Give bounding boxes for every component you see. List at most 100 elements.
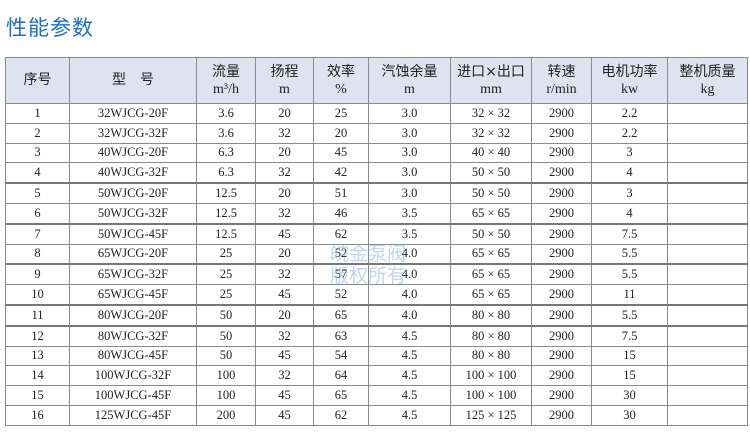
table-cell: 2900 (531, 103, 592, 124)
table-cell: 10 (5, 284, 70, 306)
table-cell: 45 (255, 385, 314, 406)
table-cell: 32WJCG-20F (69, 103, 197, 124)
column-header: 汽蚀余量 m (368, 57, 451, 104)
table-cell: 2900 (531, 385, 592, 406)
table-cell: 32 (255, 365, 314, 387)
table-cell: 3.0 (368, 103, 451, 124)
table-cell: 52 (313, 243, 369, 265)
table-cell (667, 345, 748, 367)
table-cell (667, 303, 748, 327)
column-header-label: 扬程 (270, 63, 299, 80)
table-cell: 65WJCG-32F (69, 263, 197, 286)
table-row: 16 125WJCG-45F 200 45 62 4.5 125 × 125 2900 30 (5, 404, 748, 426)
table-cell: 2900 (531, 122, 592, 144)
table-cell: 3.0 (368, 182, 451, 204)
table-cell (667, 182, 748, 204)
table-cell: 6.3 (196, 162, 256, 184)
table-cell (667, 162, 748, 184)
table-cell: 80WJCG-45F (69, 345, 197, 367)
table-cell: 6.3 (196, 142, 256, 164)
table-cell: 4 (591, 202, 668, 225)
table-cell: 80WJCG-20F (69, 303, 197, 327)
table-header-row: 序号型 号流量 m³/h 扬程 m 效率% 汽蚀余量 m 进口×出口 mm 转速 r/min 电机功率… (5, 57, 748, 104)
table-cell: 30 (591, 385, 668, 406)
table-cell (667, 202, 748, 225)
column-header-unit: m (279, 81, 290, 97)
table-cell: 63 (313, 324, 369, 347)
table-row: 7 50WJCG-45F 12.5 45 62 3.5 50 × 50 2900 7.5 (5, 222, 748, 245)
table-cell: 7.5 (591, 324, 668, 347)
column-header: 扬程 m (255, 57, 314, 104)
table-cell: 25 (196, 284, 256, 306)
table-cell: 25 (313, 103, 369, 124)
table-row: 10 65WJCG-45F 25 45 52 4.0 65 × 65 2900 11 (5, 284, 748, 306)
table-cell: 65WJCG-20F (69, 243, 197, 265)
table-cell: 65WJCG-45F (69, 284, 197, 306)
table-cell: 45 (255, 222, 314, 245)
table-cell: 50 (196, 303, 256, 327)
table-cell: 4.0 (368, 303, 451, 327)
table-cell: 32WJCG-32F (69, 122, 197, 144)
table-cell: 7 (5, 222, 70, 245)
column-header-label: 汽蚀余量 (381, 63, 438, 80)
table-cell: 4.0 (368, 284, 451, 306)
table-cell: 20 (255, 243, 314, 265)
column-header: 进口×出口 mm (450, 57, 532, 104)
table-cell: 50 × 50 (450, 162, 532, 184)
table-cell: 50WJCG-45F (69, 222, 197, 245)
table-cell (667, 243, 748, 265)
table-cell: 2900 (531, 324, 592, 347)
column-header-label: 进口×出口 (457, 63, 525, 80)
table-cell: 32 (255, 263, 314, 286)
table-cell: 50WJCG-20F (69, 182, 197, 204)
column-header: 序号 (5, 57, 70, 104)
table-cell: 9 (5, 263, 70, 286)
table-cell: 65 × 65 (450, 202, 532, 225)
table-cell: 42 (313, 162, 369, 184)
table-cell: 4.5 (368, 345, 451, 367)
table-cell: 20 (255, 303, 314, 327)
table-cell: 80 × 80 (450, 345, 532, 367)
table-cell: 45 (313, 142, 369, 164)
table-cell: 3.0 (368, 142, 451, 164)
table-cell: 65 (313, 303, 369, 327)
table-cell: 13 (5, 345, 70, 367)
table-cell: 65 × 65 (450, 263, 532, 286)
page-title: 性能参数 (6, 16, 94, 40)
table-cell: 2900 (531, 243, 592, 265)
table-cell: 50 × 50 (450, 222, 532, 245)
column-header-label: 转速 (547, 63, 576, 80)
table-cell: 12 (5, 324, 70, 347)
table-row: 3 40WJCG-20F 6.3 20 45 3.0 40 × 40 2900 3 (5, 142, 748, 164)
table-cell: 20 (255, 103, 314, 124)
table-cell: 2900 (531, 365, 592, 387)
table-cell: 80WJCG-32F (69, 324, 197, 347)
table-cell: 3.0 (368, 122, 451, 144)
performance-table: 序号型 号流量 m³/h 扬程 m 效率% 汽蚀余量 m 进口×出口 mm 转速 r/min 电机功率… (5, 57, 748, 426)
table-cell (667, 103, 748, 124)
table-cell: 4.5 (368, 404, 451, 426)
table-cell: 2900 (531, 303, 592, 327)
column-header-label: 电机功率 (601, 63, 658, 80)
table-cell: 5.5 (591, 303, 668, 327)
table-cell: 54 (313, 345, 369, 367)
table-cell: 50 (196, 324, 256, 347)
table-cell: 40WJCG-20F (69, 142, 197, 164)
table-cell: 12.5 (196, 182, 256, 204)
table-cell: 52 (313, 284, 369, 306)
table-cell: 2900 (531, 142, 592, 164)
table-cell: 2900 (531, 162, 592, 184)
table-cell: 1 (5, 103, 70, 124)
column-header-label: 效率 (327, 63, 355, 80)
table-cell: 15 (591, 365, 668, 387)
table-cell: 4 (591, 162, 668, 184)
table-row: 9 65WJCG-32F 25 32 57 4.0 65 × 65 2900 5.5 (5, 263, 748, 286)
table-cell: 50WJCG-32F (69, 202, 197, 225)
column-header-unit: m (404, 81, 415, 97)
table-cell: 40 × 40 (450, 142, 532, 164)
table-cell: 65 × 65 (450, 284, 532, 306)
table-cell (667, 404, 748, 426)
table-cell: 100WJCG-45F (69, 385, 197, 406)
table-cell: 3.0 (368, 162, 451, 184)
table-row: 13 80WJCG-45F 50 45 54 4.5 80 × 80 2900 15 (5, 345, 748, 367)
